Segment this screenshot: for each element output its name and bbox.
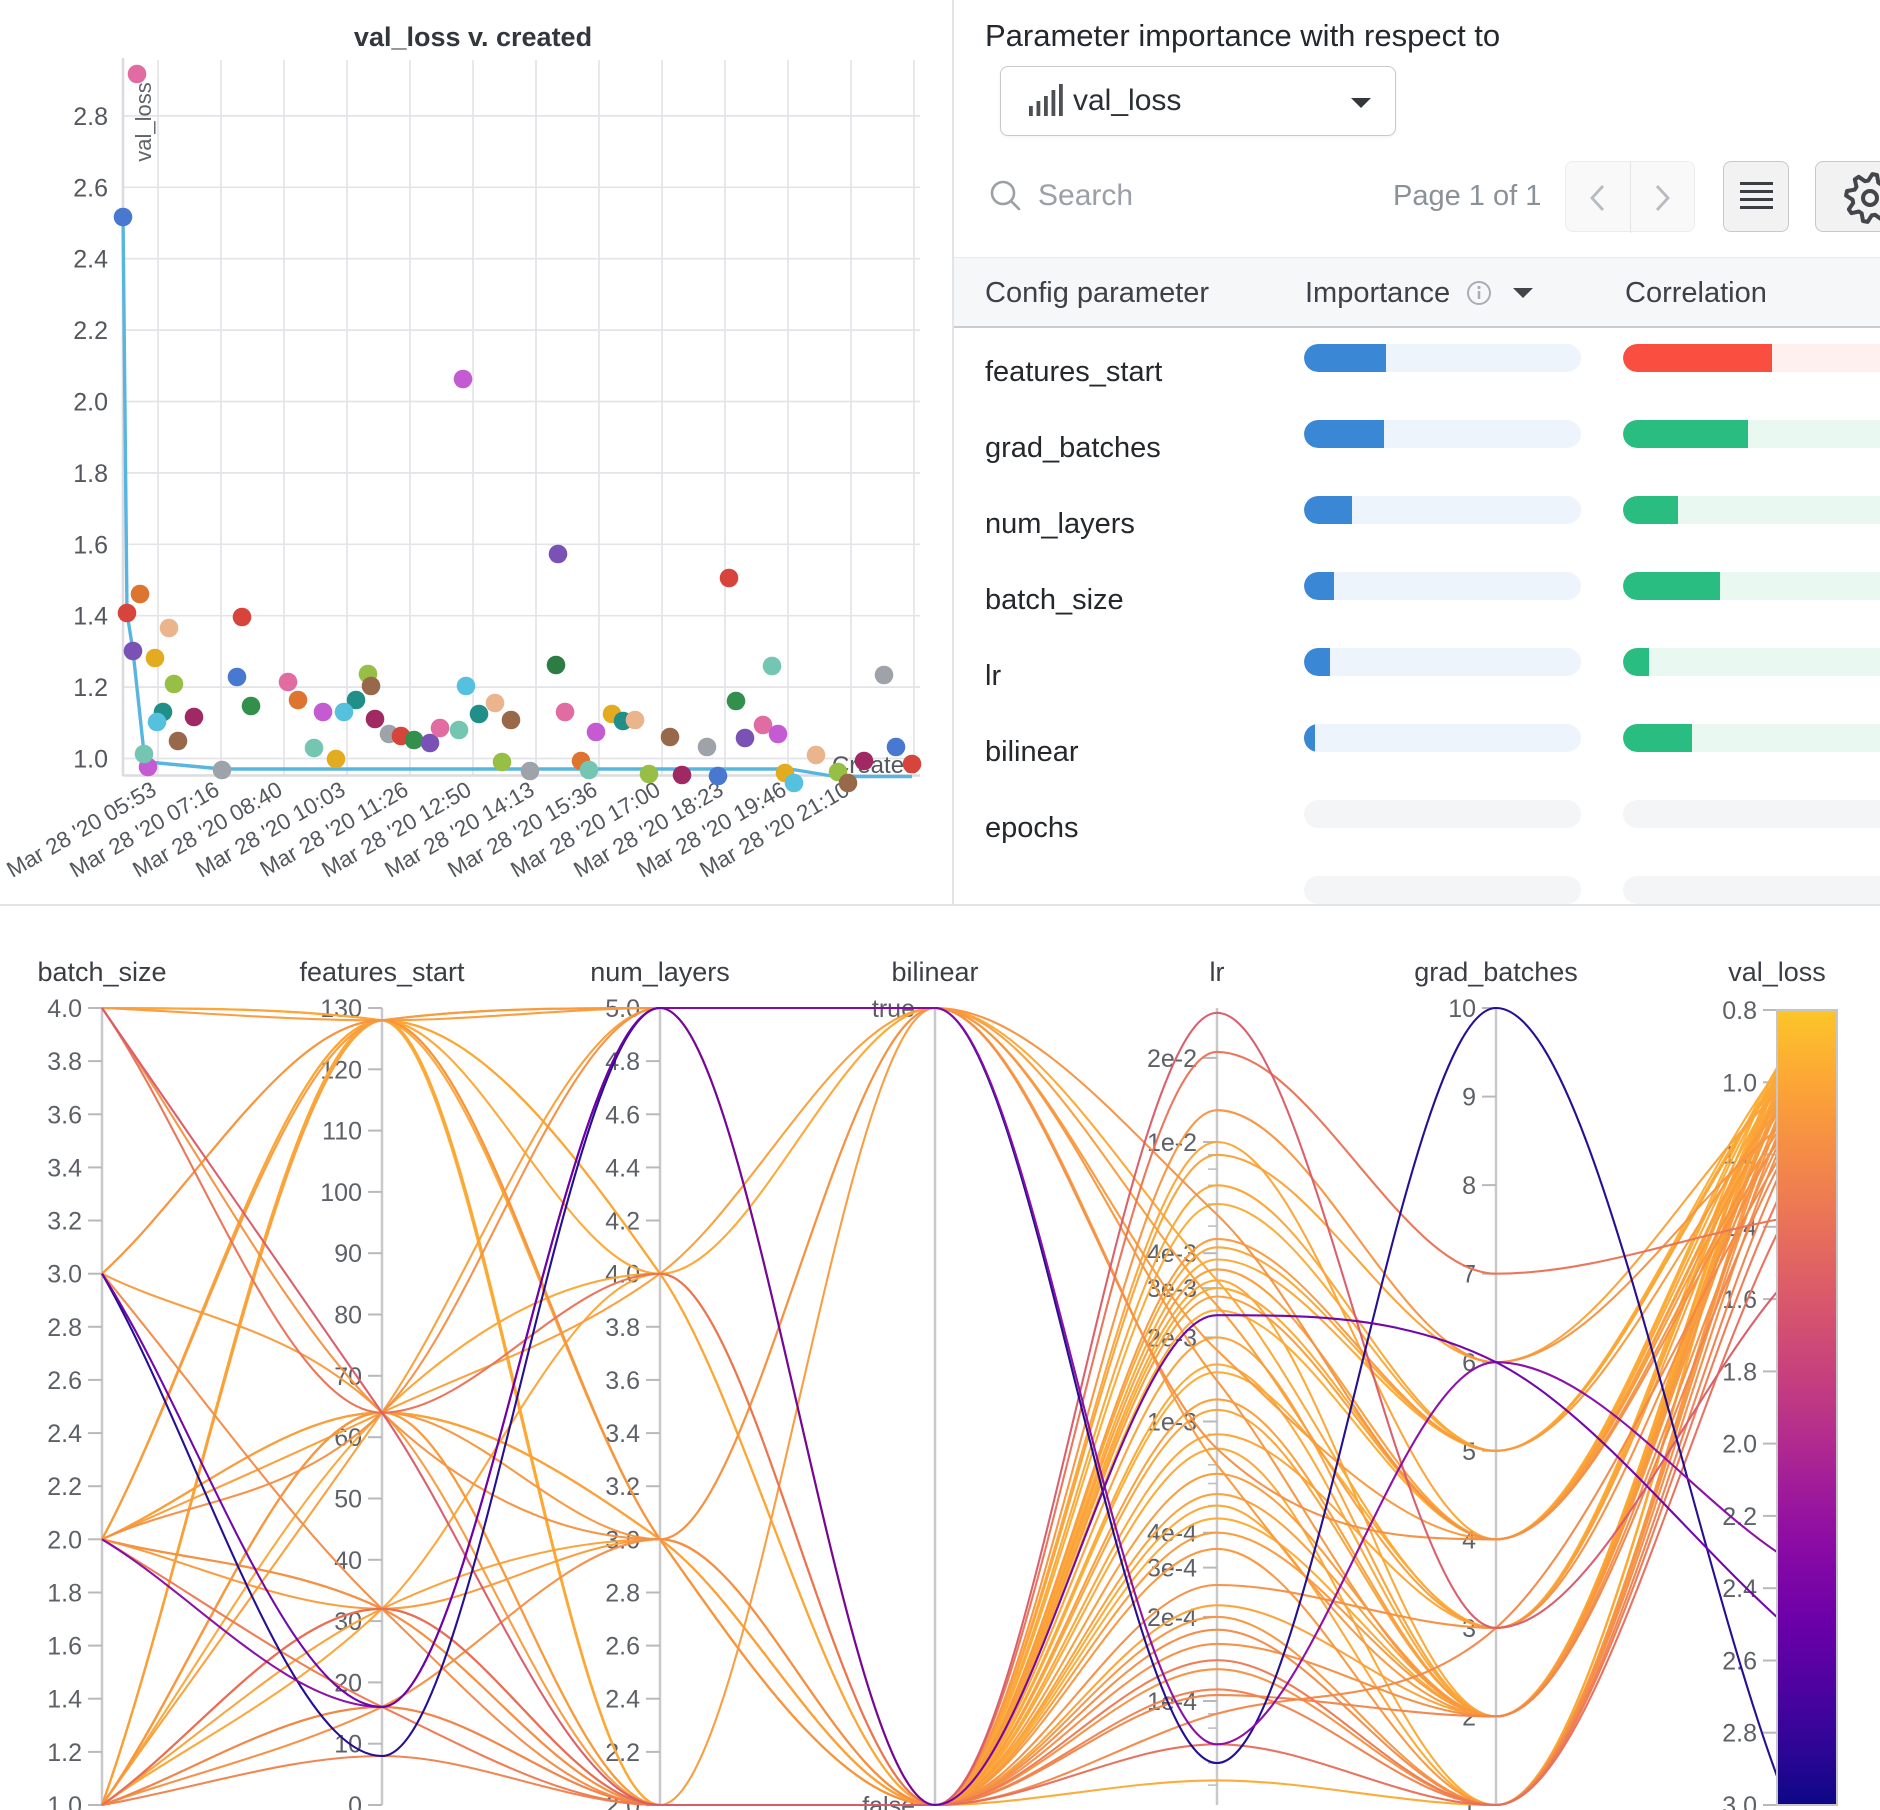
svg-text:2.2: 2.2 [73, 317, 108, 345]
svg-text:grad_batches: grad_batches [1414, 957, 1578, 987]
svg-text:1.4: 1.4 [47, 1686, 82, 1714]
svg-text:2.8: 2.8 [47, 1314, 82, 1342]
svg-text:50: 50 [334, 1486, 362, 1514]
svg-text:2.4: 2.4 [605, 1686, 640, 1714]
svg-text:4.6: 4.6 [605, 1101, 640, 1129]
svg-text:2.6: 2.6 [47, 1367, 82, 1395]
svg-text:2.8: 2.8 [605, 1580, 640, 1608]
svg-text:3e-4: 3e-4 [1147, 1555, 1197, 1583]
svg-text:3.0: 3.0 [1722, 1792, 1757, 1810]
svg-text:2.2: 2.2 [605, 1739, 640, 1767]
svg-text:1.8: 1.8 [73, 460, 108, 488]
svg-text:2.6: 2.6 [605, 1633, 640, 1661]
svg-text:4.0: 4.0 [47, 995, 82, 1023]
svg-text:0.8: 0.8 [1722, 997, 1757, 1025]
svg-text:bilinear: bilinear [891, 957, 978, 987]
svg-text:2.2: 2.2 [47, 1473, 82, 1501]
svg-text:3.6: 3.6 [605, 1367, 640, 1395]
svg-text:3.6: 3.6 [47, 1101, 82, 1129]
svg-text:4.4: 4.4 [605, 1154, 640, 1182]
svg-text:0: 0 [348, 1792, 362, 1810]
svg-text:7: 7 [1462, 1261, 1476, 1289]
svg-text:1.8: 1.8 [1722, 1358, 1757, 1386]
svg-text:1.8: 1.8 [47, 1580, 82, 1608]
svg-text:num_layers: num_layers [590, 957, 730, 987]
svg-text:3.4: 3.4 [605, 1420, 640, 1448]
svg-text:80: 80 [334, 1302, 362, 1330]
svg-text:1.6: 1.6 [47, 1633, 82, 1661]
svg-text:1.0: 1.0 [73, 746, 108, 774]
svg-text:100: 100 [320, 1179, 362, 1207]
svg-text:2.0: 2.0 [47, 1526, 82, 1554]
svg-text:1.6: 1.6 [73, 531, 108, 559]
svg-text:3.0: 3.0 [47, 1261, 82, 1289]
svg-text:1.0: 1.0 [47, 1792, 82, 1810]
svg-text:90: 90 [334, 1240, 362, 1268]
svg-text:1.4: 1.4 [73, 603, 108, 631]
svg-text:val_loss v. created: val_loss v. created [354, 22, 592, 52]
svg-text:features_start: features_start [299, 957, 465, 987]
svg-text:2.4: 2.4 [47, 1420, 82, 1448]
svg-text:110: 110 [322, 1118, 362, 1146]
svg-text:2.0: 2.0 [1722, 1431, 1757, 1459]
svg-text:2.8: 2.8 [73, 103, 108, 131]
svg-text:3.8: 3.8 [605, 1314, 640, 1342]
svg-text:9: 9 [1462, 1084, 1476, 1112]
svg-text:2.6: 2.6 [73, 174, 108, 202]
svg-text:3.4: 3.4 [47, 1154, 82, 1182]
svg-text:2.8: 2.8 [1722, 1720, 1757, 1748]
svg-text:8: 8 [1462, 1172, 1476, 1200]
svg-text:2.4: 2.4 [73, 246, 108, 274]
svg-text:10: 10 [1448, 995, 1476, 1023]
svg-text:val_loss: val_loss [131, 82, 156, 161]
svg-text:2.4: 2.4 [1722, 1575, 1757, 1603]
svg-text:20: 20 [334, 1669, 362, 1697]
svg-text:3.2: 3.2 [47, 1208, 82, 1236]
svg-text:1.2: 1.2 [47, 1739, 82, 1767]
svg-text:2.2: 2.2 [1722, 1503, 1757, 1531]
svg-text:3.8: 3.8 [47, 1048, 82, 1076]
svg-text:lr: lr [1210, 957, 1225, 987]
svg-text:1.0: 1.0 [1722, 1069, 1757, 1097]
svg-text:40: 40 [334, 1547, 362, 1575]
svg-text:batch_size: batch_size [37, 957, 166, 987]
svg-text:1.2: 1.2 [73, 674, 108, 702]
svg-text:2.0: 2.0 [73, 389, 108, 417]
svg-text:val_loss: val_loss [1728, 957, 1826, 987]
